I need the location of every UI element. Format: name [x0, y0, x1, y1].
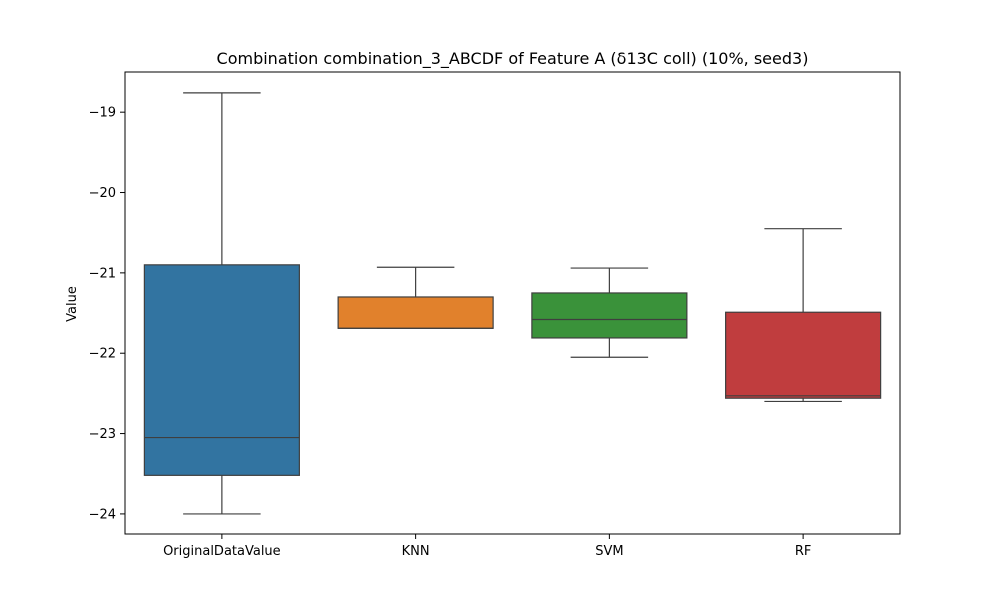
- y-tick-label: −23: [89, 427, 116, 442]
- y-tick-label: −22: [89, 347, 116, 362]
- box-group-svm: [531, 267, 688, 358]
- y-tick-label: −20: [89, 186, 116, 201]
- y-axis-label: Value: [65, 286, 80, 322]
- box-group-rf: [725, 228, 882, 403]
- x-tick-label: RF: [795, 544, 812, 559]
- x-tick-label: KNN: [402, 544, 430, 559]
- chart-title: Combination combination_3_ABCDF of Featu…: [217, 49, 809, 69]
- plot-frame: [124, 71, 901, 535]
- plot-area: −19 −20 −21 −22 −23 −24 OriginalDataValue KNN SV…: [89, 92, 882, 559]
- box-group-originaldatavalue: [143, 92, 300, 515]
- box-body: [725, 311, 882, 399]
- box-body: [337, 296, 494, 329]
- x-tick-label: SVM: [595, 544, 623, 559]
- y-tick-label: −19: [89, 106, 116, 121]
- y-tick-label: −24: [89, 507, 116, 522]
- box-body: [531, 292, 688, 339]
- box-group-knn: [337, 266, 494, 329]
- x-tick-label: OriginalDataValue: [163, 544, 281, 559]
- y-tick-label: −21: [89, 266, 116, 281]
- box-body: [143, 264, 300, 476]
